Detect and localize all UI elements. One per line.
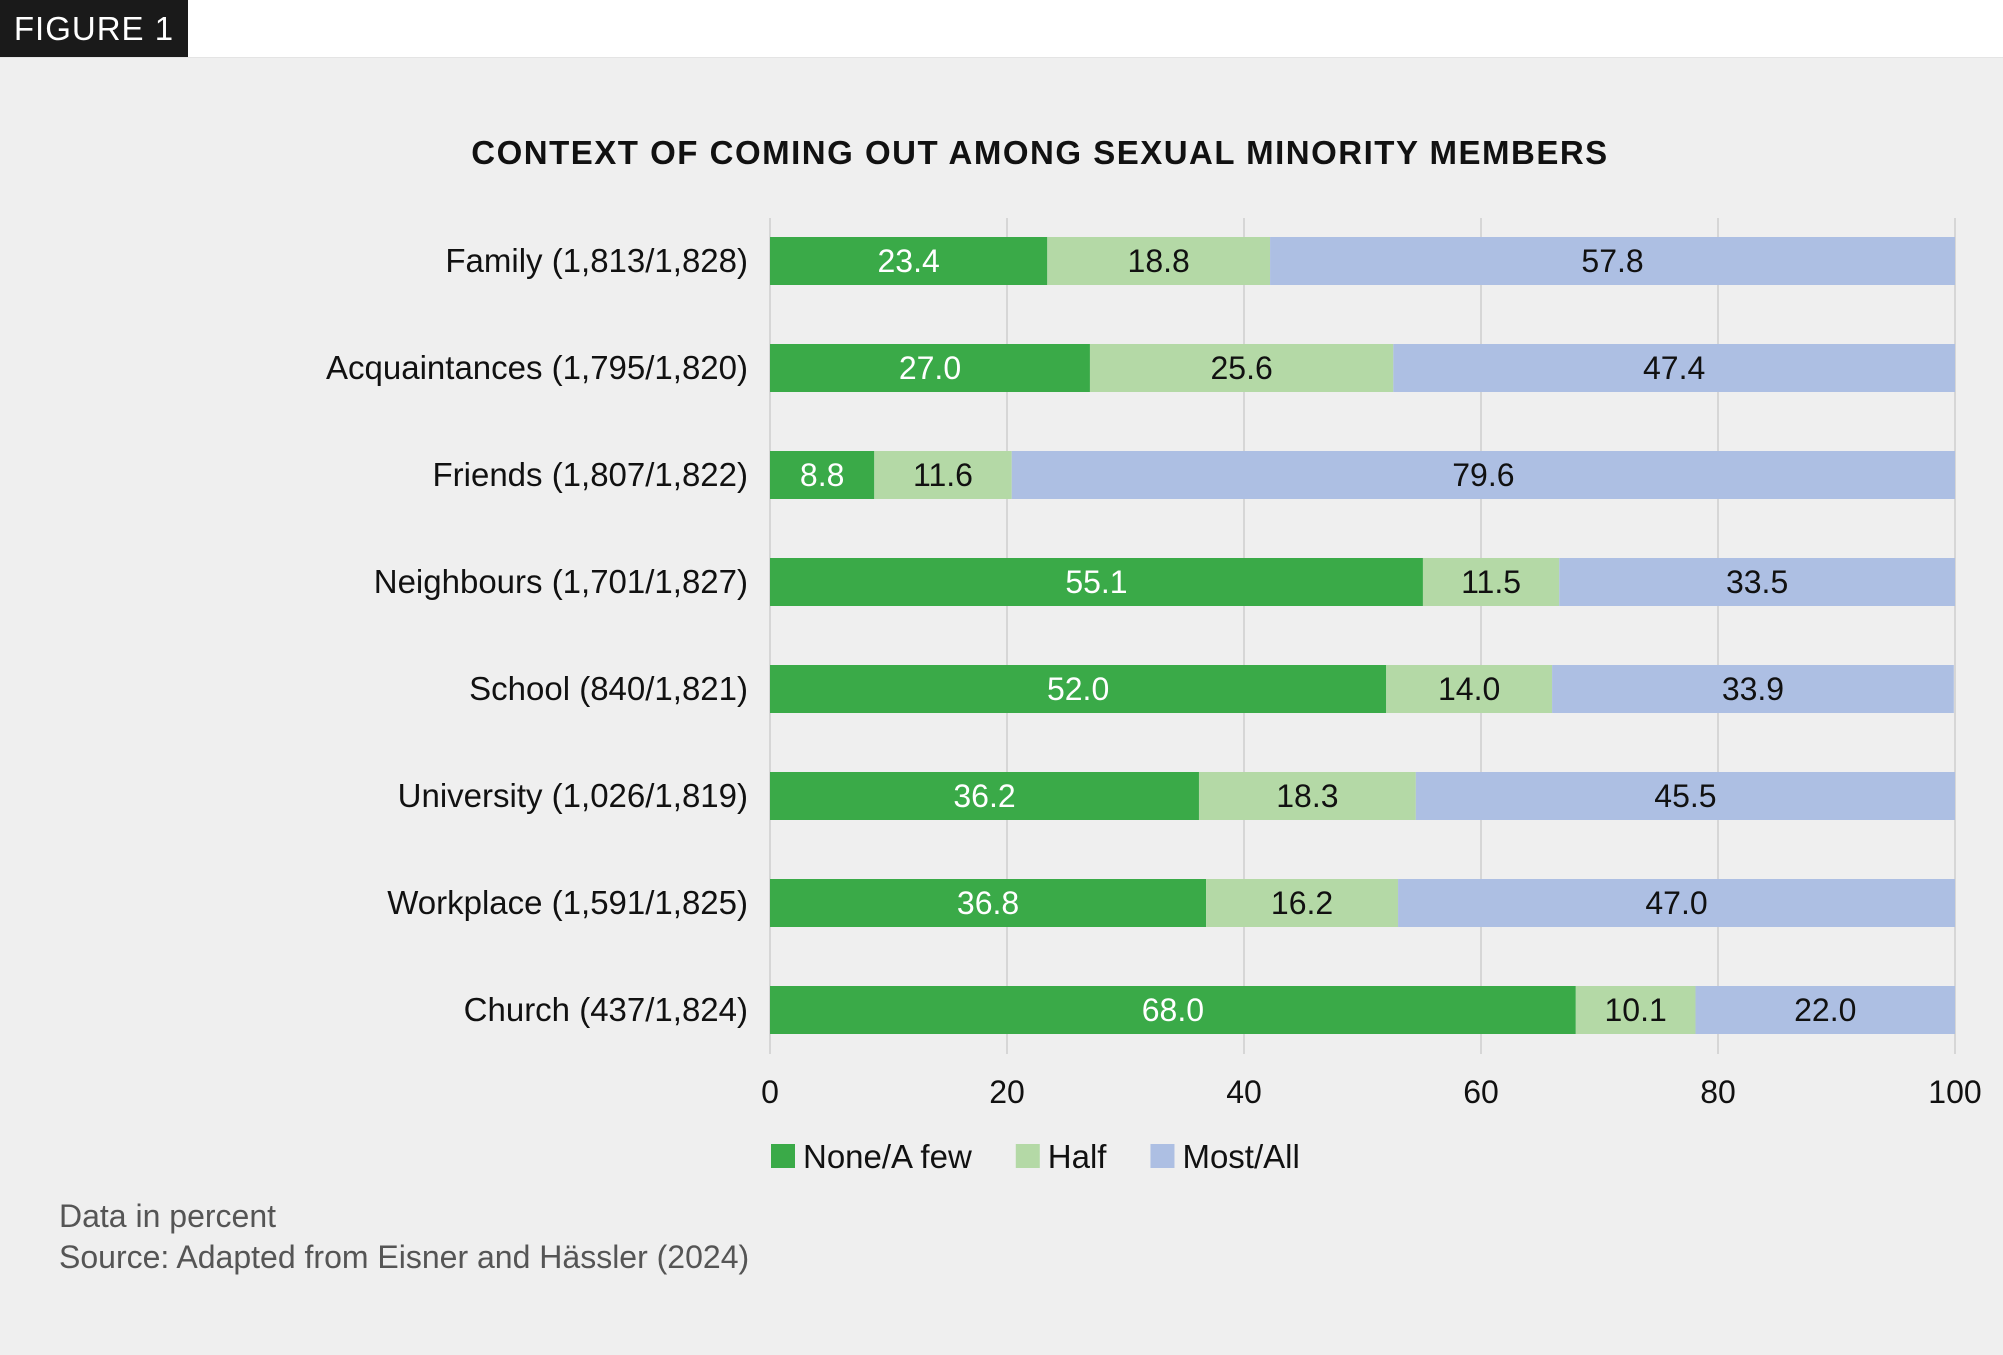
data-label: 10.1 <box>1605 992 1667 1028</box>
bar-segment <box>770 344 1090 392</box>
data-label: 22.0 <box>1794 992 1856 1028</box>
category-label: Workplace (1,591/1,825) <box>387 884 748 921</box>
data-label: 57.8 <box>1581 243 1643 279</box>
data-label: 8.8 <box>800 457 844 493</box>
data-label: 36.8 <box>957 885 1019 921</box>
legend-swatch <box>1015 1144 1040 1168</box>
bar-segment <box>1386 665 1553 713</box>
bar-segment <box>770 665 1387 713</box>
bar-segment <box>874 451 1012 499</box>
data-label: 18.3 <box>1276 778 1338 814</box>
x-tick-label: 100 <box>1928 1074 1981 1110</box>
data-label: 33.5 <box>1726 564 1788 600</box>
bar-segment <box>1198 772 1416 820</box>
bar-segment <box>1011 451 1955 499</box>
legend-swatch <box>1150 1144 1175 1168</box>
data-label: 14.0 <box>1438 671 1500 707</box>
x-tick-label: 40 <box>1226 1074 1262 1110</box>
data-label: 55.1 <box>1065 564 1127 600</box>
data-label: 33.9 <box>1722 671 1784 707</box>
data-label: 47.0 <box>1645 885 1707 921</box>
data-label: 16.2 <box>1271 885 1333 921</box>
bar-segment <box>770 451 875 499</box>
bar-segment <box>770 558 1423 606</box>
figure-label: FIGURE 1 <box>0 0 188 57</box>
source-note: Source: Adapted from Eisner and Hässler … <box>59 1239 750 1275</box>
data-label: 79.6 <box>1452 457 1514 493</box>
category-label: Family (1,813/1,828) <box>445 242 748 279</box>
bar-segment <box>1270 237 1955 285</box>
bar-segment <box>1047 237 1271 285</box>
bar-segment <box>1206 879 1399 927</box>
bar-segment <box>770 237 1048 285</box>
category-label: Acquaintances (1,795/1,820) <box>326 349 748 386</box>
category-label: University (1,026/1,819) <box>398 777 748 814</box>
category-label: Church (437/1,824) <box>464 991 748 1028</box>
bar-segment <box>1089 344 1394 392</box>
data-label: 18.8 <box>1128 243 1190 279</box>
bar-segment <box>1393 344 1955 392</box>
x-tick-label: 80 <box>1700 1074 1736 1110</box>
x-tick-label: 20 <box>989 1074 1025 1110</box>
header-band <box>0 0 2003 58</box>
bar-segment <box>1415 772 1955 820</box>
x-tick-label: 60 <box>1463 1074 1499 1110</box>
bar-segment <box>770 879 1207 927</box>
bar-segment <box>1552 665 1954 713</box>
data-label: 25.6 <box>1210 350 1272 386</box>
category-label: Friends (1,807/1,822) <box>432 456 748 493</box>
x-tick-label: 0 <box>761 1074 779 1110</box>
data-label: 52.0 <box>1047 671 1109 707</box>
legend-label: None/A few <box>803 1138 972 1175</box>
data-label: 11.6 <box>913 457 973 493</box>
bar-segment <box>770 772 1199 820</box>
bar-segment <box>1695 986 1955 1034</box>
bar-segment <box>770 986 1576 1034</box>
data-label: 68.0 <box>1142 992 1204 1028</box>
category-label: Neighbours (1,701/1,827) <box>374 563 748 600</box>
bar-segment <box>1422 558 1560 606</box>
legend-label: Most/All <box>1182 1138 1299 1175</box>
bar-segment <box>1575 986 1696 1034</box>
data-label: 36.2 <box>953 778 1015 814</box>
data-label: 11.5 <box>1461 564 1521 600</box>
data-label: 45.5 <box>1654 778 1716 814</box>
chart-title: CONTEXT OF COMING OUT AMONG SEXUAL MINOR… <box>471 134 1609 171</box>
bar-segment <box>1398 879 1955 927</box>
category-label: School (840/1,821) <box>469 670 748 707</box>
data-label: 47.4 <box>1643 350 1705 386</box>
data-label: 23.4 <box>878 243 940 279</box>
bar-segment <box>1559 558 1955 606</box>
units-note: Data in percent <box>59 1198 277 1234</box>
legend-label: Half <box>1048 1138 1108 1175</box>
legend-swatch <box>771 1144 795 1168</box>
data-label: 27.0 <box>899 350 961 386</box>
